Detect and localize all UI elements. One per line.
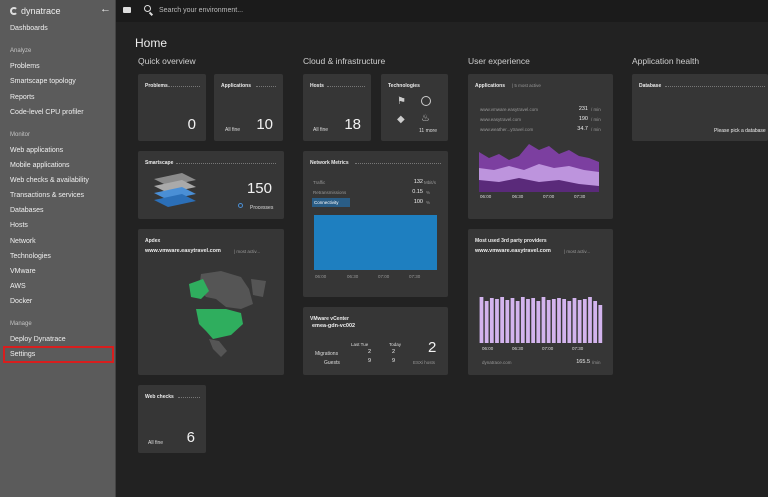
smartscape-tile[interactable]: Smartscape 150 Processes: [138, 151, 284, 219]
column-heading-quick-overview: Quick overview: [138, 56, 196, 66]
smartscape-count: 150: [246, 180, 272, 197]
sidebar-item-settings[interactable]: Settings: [10, 351, 36, 358]
dynatrace-logo[interactable]: dynatrace: [10, 6, 61, 16]
user-activity-area-chart: [479, 144, 599, 192]
technologies-tile[interactable]: Technologies ⚑ ◆ ♨ 11 more: [381, 74, 448, 141]
column-heading-user-experience: User experience: [468, 56, 530, 66]
third-party-bar: [505, 300, 510, 343]
process-icon: [238, 203, 243, 208]
sidebar-item-dashboards[interactable]: Dashboards: [10, 25, 48, 32]
sidebar: dynatrace ← Dashboards Analyze Problems Sma…: [0, 0, 116, 497]
third-party-bar-chart: [479, 297, 603, 343]
third-party-bar: [588, 297, 592, 343]
sidebar-item-web-applications[interactable]: Web applications: [10, 147, 64, 154]
esxi-hosts-count: 2: [428, 339, 437, 356]
sidebar-item-smartscape-topology[interactable]: Smartscape topology: [10, 78, 76, 85]
web-checks-count: 6: [186, 429, 195, 446]
column-heading-cloud: Cloud & infrastructure: [303, 56, 386, 66]
third-party-bar: [567, 301, 572, 343]
apdex-tile[interactable]: Apdex www.vmware.easytravel.com | most a…: [138, 229, 284, 375]
sidebar-item-network[interactable]: Network: [10, 238, 36, 245]
network-metrics-tile[interactable]: Network Metrics Traffic 132 Mbit/s Retra…: [303, 151, 448, 297]
applications-status: All fine: [225, 127, 241, 133]
problems-count: 0: [187, 116, 196, 133]
sidebar-item-reports[interactable]: Reports: [10, 94, 35, 101]
network-traffic-chart: [314, 215, 437, 270]
third-party-bar: [510, 298, 515, 343]
third-party-bar: [572, 298, 577, 343]
sidebar-item-databases[interactable]: Databases: [10, 207, 44, 214]
hosts-status: All fine: [313, 127, 329, 133]
third-party-bar: [557, 298, 561, 343]
third-party-bar: [593, 301, 598, 343]
sidebar-item-transactions-services[interactable]: Transactions & services: [10, 192, 85, 199]
third-party-bar: [546, 300, 551, 343]
third-party-bar: [582, 299, 587, 343]
sidebar-item-mobile-applications[interactable]: Mobile applications: [10, 162, 70, 169]
third-party-bar: [531, 298, 536, 343]
top-bar: Search your environment...: [116, 0, 768, 22]
web-checks-tile[interactable]: Web checks All fine 6: [138, 385, 206, 453]
third-party-bar: [551, 299, 556, 343]
third-party-bar: [541, 297, 546, 343]
third-party-bar: [479, 297, 484, 343]
third-party-bar: [515, 301, 520, 343]
settings-highlight-box: [3, 346, 114, 363]
sidebar-item-technologies[interactable]: Technologies: [10, 253, 51, 260]
user-applications-tile[interactable]: Applications | 5 most active www.vmware.…: [468, 74, 613, 219]
third-party-app-name: www.vmware.easytravel.com: [475, 248, 551, 254]
third-party-bar: [484, 301, 489, 343]
vmware-vcenter-tile[interactable]: VMware vCenter emea-gdn-vc002 Last Tue T…: [303, 307, 448, 375]
nav-section-monitor: Monitor: [10, 132, 31, 138]
hosts-tile[interactable]: Hosts All fine 18: [303, 74, 371, 141]
database-tile[interactable]: Database Please pick a database: [632, 74, 768, 141]
sidebar-item-hosts[interactable]: Hosts: [10, 222, 28, 229]
third-party-bar: [577, 300, 582, 343]
page-title: Home: [135, 36, 168, 50]
technology-icon-1: ⚑: [397, 96, 406, 107]
technology-icon-4: ♨: [421, 113, 430, 124]
smartscape-layers-icon: [154, 173, 196, 207]
third-party-bar: [495, 299, 499, 343]
third-party-bar: [500, 297, 505, 343]
third-party-providers-tile[interactable]: Most used 3rd party providers www.vmware…: [468, 229, 613, 375]
third-party-bar: [598, 305, 603, 343]
sidebar-item-docker[interactable]: Docker: [10, 298, 33, 305]
collapse-menu-icon[interactable]: ←: [100, 3, 111, 15]
nav-section-manage: Manage: [10, 321, 32, 327]
technology-icon-3: ◆: [397, 114, 405, 125]
problems-tile[interactable]: Problems 0: [138, 74, 206, 141]
third-party-bar: [489, 298, 494, 343]
sidebar-item-web-checks-availability[interactable]: Web checks & availability: [10, 177, 89, 184]
applications-tile[interactable]: Applications All fine 10: [214, 74, 283, 141]
sidebar-item-vmware[interactable]: VMware: [10, 268, 36, 275]
applications-count: 10: [256, 116, 273, 133]
technologies-more: 11 more: [419, 128, 437, 134]
third-party-bar: [562, 299, 567, 343]
sidebar-item-deploy-dynatrace[interactable]: Deploy Dynatrace: [10, 336, 66, 343]
apdex-app-name: www.vmware.easytravel.com: [145, 248, 221, 254]
connectivity-label: Connectivity: [314, 200, 339, 205]
technology-icon-2: [421, 96, 431, 106]
third-party-bar: [526, 299, 530, 343]
sidebar-item-code-level-cpu-profiler[interactable]: Code-level CPU profiler: [10, 109, 84, 116]
message-icon[interactable]: [123, 7, 131, 13]
north-america-map: [189, 271, 266, 357]
dynatrace-logo-icon: [10, 7, 18, 15]
smartscape-label: Processes: [250, 205, 274, 211]
sidebar-item-problems[interactable]: Problems: [10, 63, 40, 70]
sidebar-item-aws[interactable]: AWS: [10, 283, 26, 290]
hosts-count: 18: [344, 116, 361, 133]
nav-section-analyze: Analyze: [10, 48, 32, 54]
column-heading-application-health: Application health: [632, 56, 700, 66]
search-input[interactable]: Search your environment...: [159, 7, 244, 14]
vcenter-host: emea-gdn-vc002: [312, 323, 356, 329]
database-message: Please pick a database: [714, 128, 766, 134]
web-checks-status: All fine: [148, 440, 164, 446]
search-icon[interactable]: [144, 5, 151, 12]
third-party-bar: [520, 297, 525, 343]
third-party-bar: [536, 301, 541, 343]
